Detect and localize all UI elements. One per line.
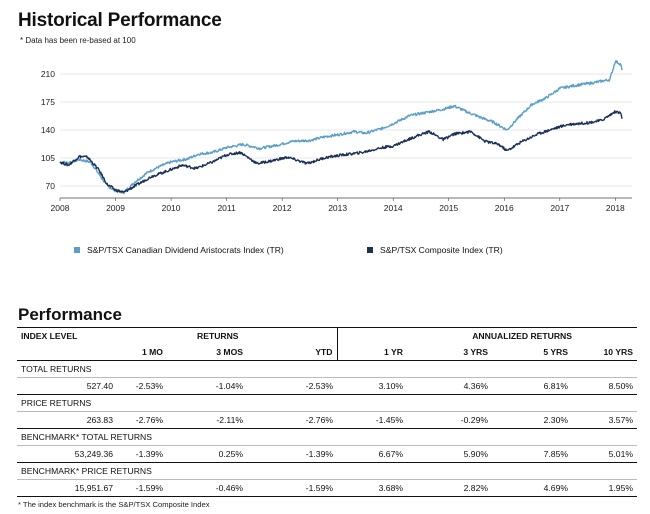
legend-label-dividend: S&P/TSX Canadian Dividend Aristocrats In… [87, 245, 284, 255]
return-1yr: 3.10% [337, 377, 407, 395]
return-1mo: -2.76% [117, 411, 167, 429]
col-header-3mos: 3 MOS [167, 344, 247, 361]
series-line-dividend-aristocrats [59, 60, 623, 195]
x-tick-label: 2013 [328, 203, 347, 213]
return-1yr: 6.67% [337, 445, 407, 463]
index-level-header: INDEX LEVEL [17, 327, 117, 344]
col-header-5yrs: 5 YRS [492, 344, 572, 361]
x-tick-label: 2011 [217, 203, 236, 213]
return-3yrs: 5.90% [407, 445, 492, 463]
section-label-row: PRICE RETURNS [17, 394, 637, 412]
section-label-row: BENCHMARK* PRICE RETURNS [17, 462, 637, 480]
table-row: 527.40 -2.53% -1.04% -2.53% 3.10% 4.36% … [17, 377, 637, 395]
performance-title: Performance [18, 305, 122, 324]
returns-header: RETURNS [167, 327, 337, 344]
table-group-header-row: INDEX LEVEL RETURNS ANNUALIZED RETURNS [17, 327, 637, 344]
return-10yrs: 3.57% [572, 411, 637, 429]
x-tick-label: 2009 [106, 203, 125, 213]
x-tick-label: 2008 [51, 203, 70, 213]
return-3mos: -0.46% [167, 479, 247, 497]
rebase-note: * Data has been re-based at 100 [20, 36, 136, 45]
table-row: 15,951.67 -1.59% -0.46% -1.59% 3.68% 2.8… [17, 479, 637, 497]
section-label-row: TOTAL RETURNS [17, 360, 637, 378]
y-tick-label: 175 [41, 97, 55, 107]
return-1yr: -1.45% [337, 411, 407, 429]
x-tick-label: 2010 [162, 203, 181, 213]
index-level-value: 263.83 [17, 411, 117, 429]
x-tick-label: 2018 [606, 203, 625, 213]
x-tick-label: 2012 [273, 203, 292, 213]
section-label-total-returns: TOTAL RETURNS [17, 360, 637, 378]
return-3mos: -1.04% [167, 377, 247, 395]
y-tick-label: 70 [46, 181, 56, 191]
index-level-value: 53,249.36 [17, 445, 117, 463]
table-column-header-row: 1 MO 3 MOS YTD 1 YR 3 YRS 5 YRS 10 YRS [17, 344, 637, 361]
return-5yrs: 2.30% [492, 411, 572, 429]
return-1yr: 3.68% [337, 479, 407, 497]
table-row: 263.83 -2.76% -2.11% -2.76% -1.45% -0.29… [17, 411, 637, 429]
y-tick-label: 140 [41, 125, 55, 135]
annualized-returns-header: ANNUALIZED RETURNS [407, 327, 572, 344]
return-3yrs: 2.82% [407, 479, 492, 497]
return-5yrs: 4.69% [492, 479, 572, 497]
y-tick-label: 210 [41, 69, 55, 79]
return-10yrs: 8.50% [572, 377, 637, 395]
return-1mo: -1.39% [117, 445, 167, 463]
section-label-row: BENCHMARK* TOTAL RETURNS [17, 428, 637, 446]
legend-item-dividend: S&P/TSX Canadian Dividend Aristocrats In… [74, 245, 284, 255]
section-label-price-returns: PRICE RETURNS [17, 394, 637, 412]
historical-performance-chart: 70 105 140 175 210 2008 2009 2010 2011 2012 2013 20… [41, 60, 632, 213]
x-tick-label: 2015 [439, 203, 458, 213]
return-ytd: -2.53% [247, 377, 337, 395]
x-tick-label: 2016 [495, 203, 514, 213]
return-10yrs: 1.95% [572, 479, 637, 497]
page-title: Historical Performance [18, 10, 222, 31]
x-tick-label: 2014 [384, 203, 403, 213]
performance-table: INDEX LEVEL RETURNS ANNUALIZED RETURNS 1… [17, 327, 637, 497]
col-header-1yr: 1 YR [336, 344, 407, 361]
return-3yrs: -0.29% [407, 411, 492, 429]
legend-swatch-dividend [74, 247, 80, 253]
return-ytd: -1.59% [247, 479, 337, 497]
legend-swatch-composite [367, 247, 373, 253]
return-ytd: -2.76% [247, 411, 337, 429]
index-level-value: 15,951.67 [17, 479, 117, 497]
legend-label-composite: S&P/TSX Composite Index (TR) [380, 245, 503, 255]
col-header-3yrs: 3 YRS [407, 344, 492, 361]
return-3yrs: 4.36% [407, 377, 492, 395]
col-header-1mo: 1 MO [117, 344, 167, 361]
return-3mos: -2.11% [167, 411, 247, 429]
return-1mo: -2.53% [117, 377, 167, 395]
return-10yrs: 5.01% [572, 445, 637, 463]
col-header-10yrs: 10 YRS [572, 344, 637, 361]
table-row: 53,249.36 -1.39% 0.25% -1.39% 6.67% 5.90… [17, 445, 637, 463]
return-3mos: 0.25% [167, 445, 247, 463]
return-5yrs: 7.85% [492, 445, 572, 463]
section-label-benchmark-total-returns: BENCHMARK* TOTAL RETURNS [17, 428, 637, 446]
section-label-benchmark-price-returns: BENCHMARK* PRICE RETURNS [17, 462, 637, 480]
legend-item-composite: S&P/TSX Composite Index (TR) [367, 245, 503, 255]
return-ytd: -1.39% [247, 445, 337, 463]
series-line-composite [59, 110, 623, 193]
return-1mo: -1.59% [117, 479, 167, 497]
x-tick-label: 2017 [550, 203, 569, 213]
index-level-value: 527.40 [17, 377, 117, 395]
y-tick-label: 105 [41, 153, 55, 163]
footnote: * The index benchmark is the S&P/TSX Com… [18, 500, 210, 509]
col-header-ytd: YTD [247, 344, 337, 361]
return-5yrs: 6.81% [492, 377, 572, 395]
